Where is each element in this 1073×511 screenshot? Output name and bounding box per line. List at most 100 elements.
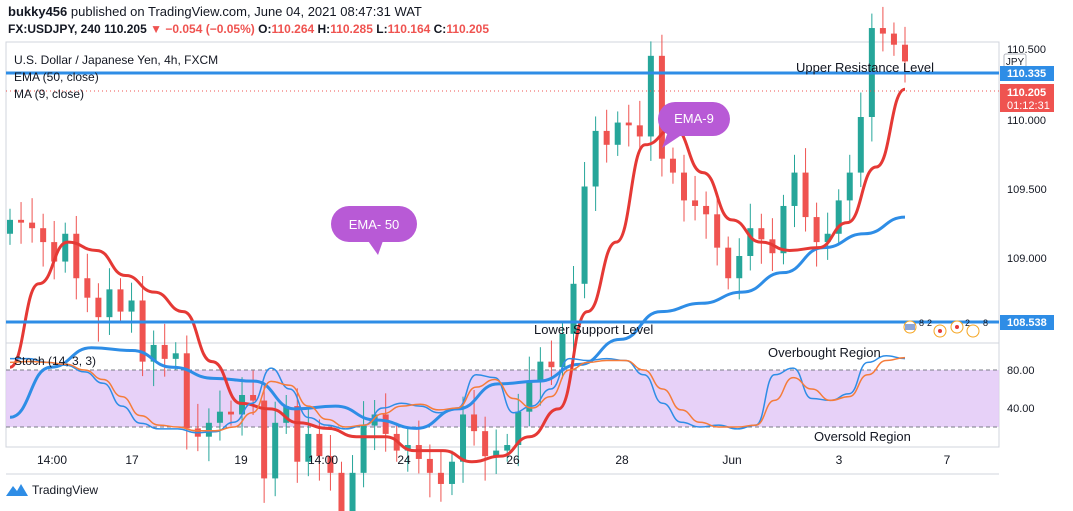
candle-bearish (625, 122, 632, 126)
candle-bullish (592, 130, 599, 187)
ema50-callout-text: EMA- 50 (349, 217, 400, 232)
bar-countdown: 01:12:31 (1007, 100, 1050, 112)
published-info: published on TradingView.com, June 04, 2… (70, 4, 422, 19)
candle-bearish (482, 431, 489, 457)
candle-bearish (294, 406, 301, 462)
publisher-name[interactable]: bukky456 (8, 4, 68, 19)
candle-bearish (681, 172, 688, 201)
candle-bearish (426, 458, 433, 473)
stoch-d-line (9, 356, 906, 432)
candle-bearish (29, 222, 36, 229)
stoch-legend[interactable]: Stoch (14, 3, 3) (14, 354, 96, 368)
candle-bullish (537, 361, 544, 382)
price-tick: 109.500 (1007, 184, 1047, 196)
time-tick: 3 (836, 453, 843, 467)
candle-bearish (890, 33, 897, 45)
candle-bullish (493, 450, 500, 457)
ema9-callout: EMA-9 (658, 102, 730, 148)
candle-bullish (824, 233, 831, 243)
candle-bullish (305, 433, 312, 462)
candle-bullish (404, 445, 411, 451)
candle-bullish (283, 406, 290, 423)
ema50-callout: EMA- 50 (331, 206, 417, 255)
candle-bearish (471, 414, 478, 432)
open-value: 110.264 (271, 22, 315, 36)
ema50-line (9, 215, 906, 430)
time-tick: 17 (125, 453, 139, 467)
ema9-callout-text: EMA-9 (674, 111, 714, 126)
tradingview-logo-icon (6, 484, 28, 496)
candle-bearish (338, 472, 345, 511)
candle-bullish (172, 353, 179, 359)
candle-bearish (437, 472, 444, 484)
time-tick: 24 (397, 453, 411, 467)
price-tick: 110.000 (1007, 115, 1046, 127)
candle-bearish (316, 433, 323, 457)
time-axis: 14:00 17 19 14:00 24 26 28 Jun 3 7 (37, 453, 951, 467)
candle-bullish (460, 414, 467, 462)
time-tick: 19 (234, 453, 248, 467)
event-count: 2 (927, 318, 932, 328)
price-tick: 109.000 (1007, 253, 1047, 265)
candle-bearish (714, 214, 721, 248)
tradingview-footer[interactable]: TradingView (6, 483, 98, 497)
us-flag-icon[interactable] (966, 324, 980, 338)
ma9-legend[interactable]: MA (9, close) (14, 87, 84, 101)
high-label: H: (317, 22, 331, 36)
candle-bullish (857, 117, 864, 173)
candle-bullish (106, 289, 113, 318)
price-change: −0.054 (−0.05%) (165, 22, 255, 36)
candle-bullish (736, 256, 743, 279)
candle-bearish (703, 205, 710, 215)
candle-bearish (261, 400, 268, 479)
chart-title: U.S. Dollar / Japanese Yen, 4h, FXCM (14, 53, 218, 67)
time-tick: 7 (944, 453, 951, 467)
candle-bearish (802, 172, 809, 218)
close-label: C: (433, 22, 447, 36)
current-price-tag (1000, 84, 1054, 112)
candle-bullish (570, 283, 577, 334)
candle-bullish (504, 445, 511, 451)
candle-bearish (161, 344, 168, 359)
ema50-legend[interactable]: EMA (50, close) (14, 70, 99, 84)
candle-bullish (272, 422, 279, 479)
ma9-line (9, 87, 906, 464)
oversold-label: Oversold Region (814, 429, 911, 444)
overbought-label: Overbought Region (768, 345, 881, 360)
candle-bearish (879, 28, 886, 34)
quote-line: FX:USDJPY, 240 110.205 ▼ −0.054 (−0.05%)… (8, 22, 489, 36)
event-count: 2 (965, 318, 970, 328)
time-tick: 14:00 (37, 453, 67, 467)
candle-bearish (603, 130, 610, 145)
candle-bearish (669, 158, 676, 173)
candle-bearish (636, 125, 643, 137)
event-badges[interactable]: 8 2 2 8 (903, 318, 988, 338)
low-value: 110.164 (387, 22, 431, 36)
candle-bearish (382, 414, 389, 434)
price-tick: 110.500 (1007, 44, 1046, 56)
candle-bearish (84, 278, 91, 298)
jp-flag-dot-icon (955, 325, 959, 329)
us-flag-stripe-icon (905, 324, 915, 330)
high-value: 110.285 (330, 22, 373, 36)
candle-bullish (128, 300, 135, 312)
resistance-price-tag (1000, 66, 1054, 81)
candle-bullish (515, 411, 522, 446)
resistance-price: 110.335 (1007, 68, 1046, 80)
upper-resistance-label: Upper Resistance Level (796, 60, 934, 75)
candle-bearish (813, 217, 820, 243)
candle-bearish (73, 233, 80, 279)
currency-label: JPY (1006, 57, 1025, 68)
candle-bullish (791, 172, 798, 206)
candle-bullish (150, 344, 157, 362)
candle-bearish (227, 411, 234, 415)
candle-bearish (18, 219, 25, 223)
event-count: 8 (919, 318, 924, 328)
candle-bullish (360, 425, 367, 473)
candle-bearish (327, 456, 334, 473)
low-label: L: (376, 22, 388, 36)
stoch-tick: 40.00 (1007, 403, 1035, 415)
support-price: 108.538 (1007, 317, 1047, 329)
candle-bullish (216, 411, 223, 423)
